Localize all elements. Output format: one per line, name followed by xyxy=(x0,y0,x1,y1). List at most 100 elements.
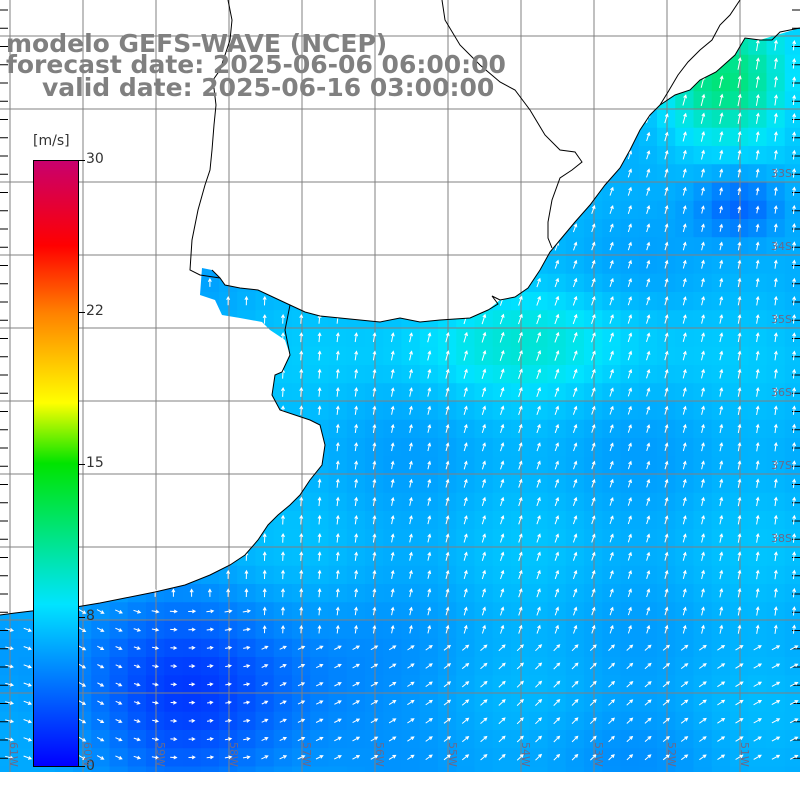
wind-arrow xyxy=(480,717,488,724)
wind-arrow xyxy=(554,331,560,343)
wind-arrow xyxy=(755,587,760,598)
lon-label: 51W xyxy=(738,742,751,767)
wind-arrow xyxy=(23,737,33,742)
wind-arrow xyxy=(335,441,340,452)
wind-arrow xyxy=(644,717,652,724)
wind-arrow xyxy=(334,700,342,705)
wind-arrow xyxy=(409,405,413,415)
wind-arrow xyxy=(646,570,651,579)
wind-arrow xyxy=(773,205,778,214)
wind-arrow xyxy=(518,313,523,325)
wind-arrow xyxy=(773,241,778,251)
wind-arrow xyxy=(626,680,634,688)
wind-arrow xyxy=(627,478,632,488)
wind-cell xyxy=(784,365,800,384)
wind-arrow xyxy=(299,386,304,397)
wind-arrow xyxy=(297,700,306,705)
wind-arrow xyxy=(536,331,542,343)
wind-arrow xyxy=(461,717,470,724)
wind-arrow xyxy=(719,551,724,562)
wind-arrow xyxy=(333,755,342,760)
wind-arrow xyxy=(737,131,742,142)
wind-arrow xyxy=(662,736,670,742)
wind-arrow xyxy=(243,700,251,705)
wind-arrow xyxy=(262,551,267,561)
wind-arrow xyxy=(737,295,742,306)
wind-arrow xyxy=(701,405,705,415)
wind-arrow xyxy=(789,663,799,669)
wind-arrow xyxy=(753,663,763,669)
wind-arrow xyxy=(737,149,742,160)
wind-arrow xyxy=(591,204,596,214)
wind-arrow xyxy=(719,277,724,288)
wind-arrow xyxy=(755,241,760,251)
wind-arrow xyxy=(427,405,432,415)
wind-arrow xyxy=(627,387,633,397)
wind-arrow xyxy=(5,682,15,687)
wind-arrow xyxy=(299,606,304,616)
wind-arrow xyxy=(627,624,632,634)
wind-arrow xyxy=(773,569,778,580)
wind-arrow xyxy=(499,331,505,343)
wind-arrow xyxy=(792,149,797,160)
wind-arrow xyxy=(700,112,706,124)
wind-arrow xyxy=(207,277,212,287)
wind-arrow xyxy=(354,405,359,415)
wind-arrow xyxy=(735,736,744,742)
wind-arrow xyxy=(481,551,487,561)
wind-arrow xyxy=(535,680,543,688)
wind-arrow xyxy=(188,737,196,742)
wind-arrow xyxy=(627,350,633,361)
wind-arrow xyxy=(664,423,669,433)
wind-arrow xyxy=(646,241,651,251)
wind-arrow xyxy=(646,278,651,287)
wind-arrow xyxy=(388,754,397,760)
wind-arrow xyxy=(609,497,614,506)
wind-arrow xyxy=(644,644,652,651)
wind-arrow xyxy=(755,205,760,214)
wind-arrow xyxy=(609,533,614,543)
wind-arrow xyxy=(682,94,687,106)
wind-arrow xyxy=(591,460,596,470)
wind-arrow xyxy=(518,460,523,470)
wind-arrow xyxy=(297,664,306,669)
wind-arrow xyxy=(115,627,123,632)
wind-arrow xyxy=(206,609,215,614)
wind-arrow xyxy=(354,478,359,488)
wind-arrow xyxy=(370,645,379,651)
wind-arrow xyxy=(682,496,687,506)
wind-arrow xyxy=(609,570,614,579)
wind-arrow xyxy=(370,718,379,724)
wind-arrow xyxy=(589,644,597,652)
wind-arrow xyxy=(591,551,596,561)
wind-arrow xyxy=(96,609,105,614)
wind-arrow xyxy=(701,442,705,452)
wind-arrow xyxy=(591,478,596,488)
wind-arrow xyxy=(481,496,486,507)
wind-arrow xyxy=(188,700,196,705)
wind-arrow xyxy=(609,205,614,214)
wind-arrow xyxy=(445,331,450,343)
wind-arrow xyxy=(445,569,450,580)
wind-arrow xyxy=(352,645,361,651)
wind-arrow xyxy=(518,442,523,452)
wind-arrow xyxy=(354,350,359,361)
wind-arrow xyxy=(480,735,488,743)
wind-arrow xyxy=(737,332,742,343)
wind-arrow xyxy=(425,681,433,688)
wind-arrow xyxy=(646,150,651,160)
lat-label: 34S xyxy=(771,240,792,253)
lon-label: 54W xyxy=(519,742,532,767)
wind-arrow xyxy=(463,460,468,470)
wind-arrow xyxy=(609,368,614,379)
wind-arrow xyxy=(682,624,687,634)
wind-arrow xyxy=(717,681,726,688)
lon-label: 59W xyxy=(154,742,167,767)
wind-arrow xyxy=(354,624,358,634)
wind-arrow xyxy=(536,515,541,525)
wind-arrow xyxy=(737,587,742,598)
wind-arrow xyxy=(792,423,797,434)
wind-arrow xyxy=(427,350,432,361)
wind-arrow xyxy=(334,736,342,742)
wind-arrow xyxy=(317,569,322,580)
